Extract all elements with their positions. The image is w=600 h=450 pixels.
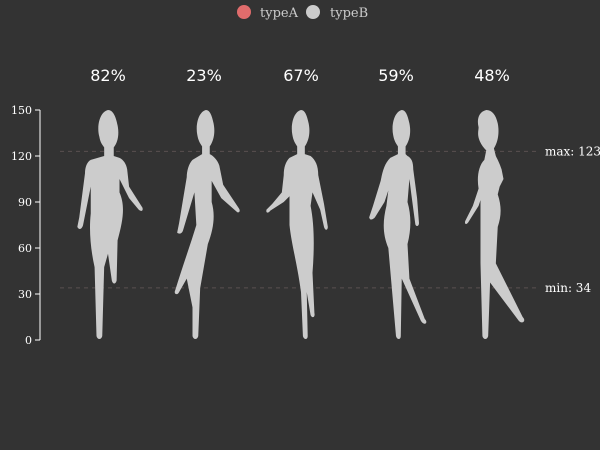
figure-bar[interactable]: [369, 110, 427, 340]
percent-label: 59%: [378, 66, 414, 85]
figure-bar[interactable]: [174, 110, 240, 340]
mark-lines: max: 123 min: 34: [60, 144, 600, 295]
percent-label: 82%: [90, 66, 126, 85]
legend-label-typeB[interactable]: typeB: [330, 6, 368, 21]
figure-silhouette-typeB: [369, 110, 427, 340]
percent-label: 67%: [283, 66, 319, 85]
figure-silhouette-typeB: [77, 110, 143, 340]
y-tick-label: 60: [18, 242, 32, 255]
y-tick-label: 0: [25, 334, 32, 347]
legend-marker-typeB[interactable]: [306, 5, 320, 19]
figures: [77, 110, 525, 340]
legend-marker-typeA[interactable]: [237, 5, 251, 19]
percent-labels: 82% 23% 67% 59% 48%: [90, 66, 510, 85]
legend-label-typeA[interactable]: typeA: [260, 6, 299, 21]
mark-label-max: max: 123: [545, 144, 600, 158]
figure-bar[interactable]: [266, 110, 328, 340]
y-axis: 0 30 60 90 120 150: [11, 104, 41, 347]
percent-label: 23%: [186, 66, 222, 85]
mark-label-min: min: 34: [545, 281, 591, 295]
y-tick-label: 30: [18, 288, 32, 301]
y-tick-label: 90: [18, 196, 32, 209]
percent-label: 48%: [474, 66, 510, 85]
y-tick-label: 120: [11, 150, 32, 163]
y-tick-label: 150: [11, 104, 32, 117]
figure-silhouette-typeB: [266, 110, 328, 340]
figure-silhouette-typeB: [174, 110, 240, 340]
figure-silhouette-typeB: [464, 110, 525, 340]
figure-bar[interactable]: [77, 110, 143, 340]
legend[interactable]: typeA typeB: [237, 5, 368, 21]
figure-bar[interactable]: [464, 110, 525, 340]
